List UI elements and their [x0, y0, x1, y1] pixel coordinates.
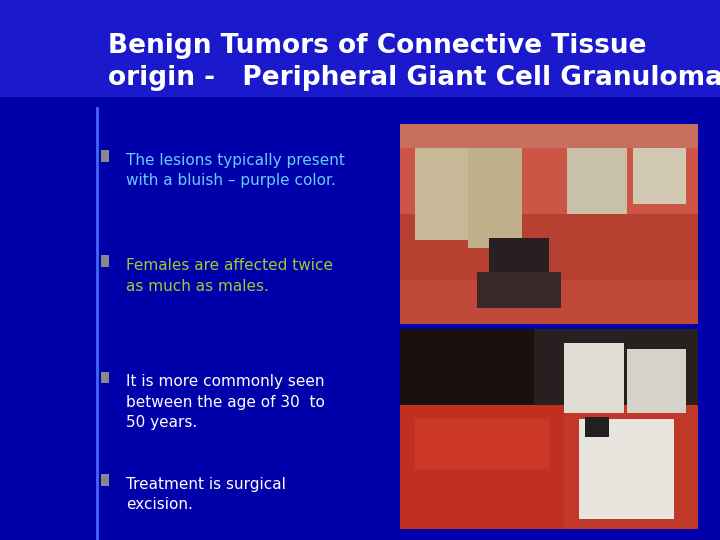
Bar: [626, 349, 686, 413]
Bar: [633, 134, 686, 204]
Text: The lesions typically present
with a bluish – purple color.: The lesions typically present with a blu…: [126, 153, 345, 188]
Bar: [400, 329, 534, 409]
Bar: [101, 474, 109, 486]
Text: Benign Tumors of Connective Tissue: Benign Tumors of Connective Tissue: [108, 33, 647, 59]
Bar: [101, 150, 109, 162]
Bar: [415, 419, 549, 469]
Bar: [564, 343, 624, 413]
Bar: [579, 419, 675, 519]
Bar: [400, 124, 698, 148]
Bar: [585, 417, 609, 437]
Bar: [0, 0, 720, 97]
Text: Treatment is surgical
excision.: Treatment is surgical excision.: [126, 477, 286, 512]
Bar: [477, 272, 561, 308]
Bar: [101, 372, 109, 383]
Bar: [400, 406, 564, 529]
Text: origin -   Peripheral Giant Cell Granuloma: origin - Peripheral Giant Cell Granuloma: [108, 65, 720, 91]
Bar: [400, 280, 698, 324]
Bar: [490, 238, 549, 288]
Bar: [468, 144, 522, 248]
Text: It is more commonly seen
between the age of 30  to
50 years.: It is more commonly seen between the age…: [126, 374, 325, 430]
Bar: [400, 329, 698, 406]
Bar: [567, 138, 626, 214]
Bar: [101, 255, 109, 267]
Bar: [415, 144, 468, 240]
Bar: [400, 124, 698, 214]
Text: Females are affected twice
as much as males.: Females are affected twice as much as ma…: [126, 258, 333, 294]
